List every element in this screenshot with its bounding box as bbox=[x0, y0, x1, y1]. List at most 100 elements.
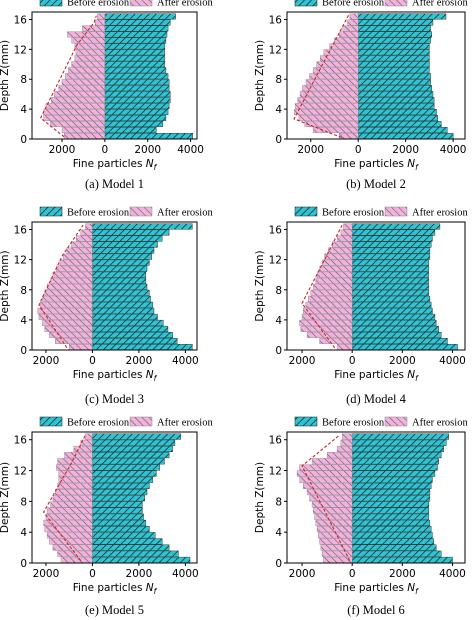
bar-after-erosion bbox=[97, 13, 106, 20]
bar-after-erosion bbox=[328, 247, 353, 254]
bar-before-erosion bbox=[92, 470, 157, 477]
x-tick-label: 2000 bbox=[134, 144, 161, 156]
y-tick-label: 12 bbox=[14, 44, 27, 56]
bar-before-erosion bbox=[358, 31, 432, 38]
bar-before-erosion bbox=[358, 127, 448, 133]
y-tick-label: 16 bbox=[14, 14, 28, 26]
bar-before-erosion bbox=[351, 253, 431, 260]
bar-after-erosion bbox=[313, 507, 353, 514]
bar-after-erosion bbox=[44, 325, 93, 332]
erosion-envelope-line bbox=[293, 14, 350, 139]
axes-frame bbox=[31, 221, 198, 351]
y-tick-label: 8 bbox=[275, 285, 282, 297]
bar-after-erosion bbox=[66, 247, 93, 254]
bar-before-erosion bbox=[351, 482, 432, 489]
bar-before-erosion bbox=[351, 439, 447, 446]
bar-before-erosion bbox=[104, 61, 166, 68]
bar-before-erosion bbox=[351, 507, 429, 514]
legend-swatch-after bbox=[129, 416, 153, 427]
bar-after-erosion bbox=[318, 532, 353, 539]
bar-after-erosion bbox=[50, 501, 93, 508]
x-tick-label: 2000 bbox=[389, 568, 416, 580]
y-tick-label: 8 bbox=[20, 285, 27, 297]
axes-frame bbox=[286, 221, 466, 351]
bar-before-erosion bbox=[92, 265, 148, 272]
bar-before-erosion bbox=[351, 247, 431, 254]
bar-before-erosion bbox=[351, 325, 439, 332]
x-tick-label: 4000 bbox=[172, 355, 199, 367]
bar-before-erosion bbox=[358, 55, 430, 62]
bar-after-erosion bbox=[299, 319, 353, 326]
x-tick-label: 2000 bbox=[126, 568, 153, 580]
x-axis-label: Fine particles Nf bbox=[73, 582, 158, 596]
y-axis-label: Depth Z(mm) bbox=[0, 462, 11, 533]
bar-after-erosion bbox=[56, 265, 93, 272]
bar-before-erosion bbox=[92, 283, 148, 290]
bar-before-erosion bbox=[351, 307, 433, 314]
x-tick-label: 2000 bbox=[126, 355, 153, 367]
y-tick-label: 0 bbox=[275, 558, 282, 570]
bar-after-erosion bbox=[42, 319, 93, 326]
bar-before-erosion bbox=[92, 439, 176, 446]
legend-label-before: Before erosion bbox=[322, 0, 385, 9]
bar-before-erosion bbox=[104, 19, 171, 26]
bar-after-erosion bbox=[52, 271, 93, 278]
bar-after-erosion bbox=[63, 133, 106, 139]
bar-after-erosion bbox=[43, 109, 106, 116]
y-tick-label: 16 bbox=[269, 225, 283, 237]
bar-before-erosion bbox=[358, 121, 442, 128]
bar-after-erosion bbox=[68, 344, 93, 350]
legend-label-before: Before erosion bbox=[322, 418, 385, 429]
bar-after-erosion bbox=[50, 121, 106, 128]
bar-before-erosion bbox=[351, 241, 432, 248]
bar-after-erosion bbox=[63, 253, 93, 260]
panel-caption: (a) Model 1 bbox=[85, 177, 144, 191]
bar-after-erosion bbox=[306, 331, 353, 338]
erosion-envelope-line bbox=[38, 224, 84, 349]
bar-after-erosion bbox=[46, 507, 93, 514]
bar-before-erosion bbox=[104, 115, 167, 122]
bar-before-erosion bbox=[104, 127, 157, 133]
bar-after-erosion bbox=[343, 223, 353, 230]
bar-after-erosion bbox=[293, 109, 359, 116]
bar-before-erosion bbox=[358, 49, 430, 56]
bar-after-erosion bbox=[80, 439, 93, 446]
bar-before-erosion bbox=[92, 556, 191, 563]
x-tick-label: 2000 bbox=[289, 568, 316, 580]
bar-after-erosion bbox=[303, 307, 353, 314]
bar-before-erosion bbox=[351, 495, 431, 502]
bar-after-erosion bbox=[324, 253, 353, 260]
chart-panel-2: 2000 0 2000 4000 0 4 8 12 16 Depth Z(mm) Fine part… bbox=[254, 0, 468, 191]
bar-before-erosion bbox=[92, 507, 143, 514]
bar-before-erosion bbox=[92, 476, 154, 483]
bar-before-erosion bbox=[358, 61, 430, 68]
bar-after-erosion bbox=[339, 31, 359, 38]
bar-after-erosion bbox=[74, 43, 106, 50]
bar-before-erosion bbox=[351, 277, 429, 284]
bar-after-erosion bbox=[299, 476, 353, 483]
legend-swatch-before bbox=[294, 206, 318, 217]
y-tick-label: 4 bbox=[275, 315, 282, 327]
bar-after-erosion bbox=[323, 49, 359, 56]
bar-before-erosion bbox=[358, 91, 434, 98]
y-tick-label: 16 bbox=[269, 14, 283, 26]
bar-after-erosion bbox=[319, 538, 353, 545]
bar-after-erosion bbox=[297, 97, 359, 104]
legend-swatch-after bbox=[129, 0, 153, 7]
x-axis-label: Fine particles Nf bbox=[73, 158, 158, 172]
bar-after-erosion bbox=[316, 271, 353, 278]
y-tick-label: 4 bbox=[275, 104, 282, 116]
bar-after-erosion bbox=[82, 25, 106, 32]
legend-swatch-after bbox=[384, 416, 408, 427]
bar-before-erosion bbox=[358, 133, 454, 139]
bar-after-erosion bbox=[311, 458, 353, 465]
x-tick-label: 0 bbox=[102, 144, 109, 156]
x-tick-label: 4000 bbox=[439, 355, 466, 367]
x-tick-label: 2000 bbox=[289, 355, 316, 367]
legend-label-after: After erosion bbox=[157, 0, 213, 9]
chart-panel-5: 2000 0 2000 4000 0 4 8 12 16 Depth Z(mm) Fine part… bbox=[0, 416, 213, 617]
bar-after-erosion bbox=[334, 37, 359, 44]
bar-before-erosion bbox=[351, 223, 441, 230]
bar-before-erosion bbox=[92, 319, 164, 326]
bar-before-erosion bbox=[104, 37, 167, 44]
